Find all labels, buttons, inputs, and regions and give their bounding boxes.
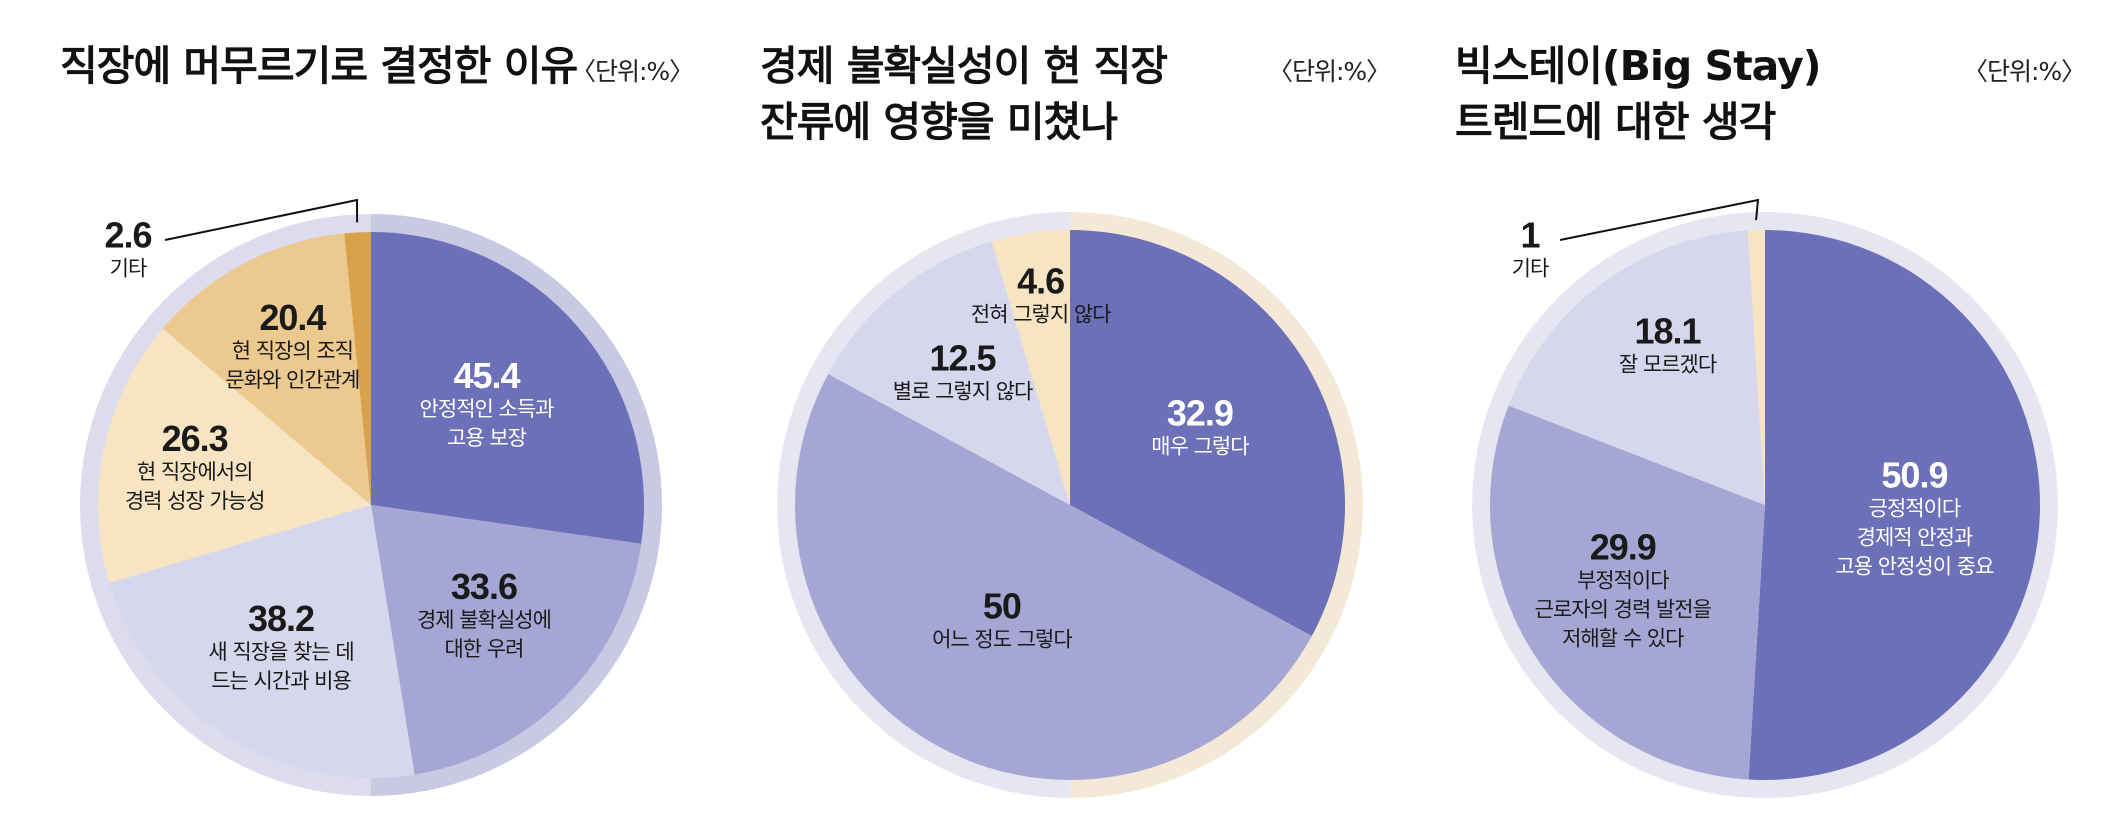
slice-label-text: 저해할 수 있다 xyxy=(1562,626,1684,651)
pie-slice xyxy=(1747,230,1765,505)
slice-value: 38.2 xyxy=(247,598,315,640)
slice-value: 50.9 xyxy=(1881,454,1948,496)
slice-label-text: 안정적인 소득과 xyxy=(419,396,555,421)
slice-label-text: 문화와 인간관계 xyxy=(225,368,360,393)
slice-label-text: 어느 정도 그렇다 xyxy=(932,627,1073,652)
slice-label-text: 경제적 안정과 xyxy=(1856,525,1974,550)
pie-slice xyxy=(371,232,644,544)
slice-label-text: 근로자의 경력 발전을 xyxy=(1534,597,1712,622)
unit-note: 〈단위:%〉 xyxy=(1268,57,1391,86)
chart-title: 직장에 머무르기로 결정한 이유 xyxy=(60,38,578,94)
chart-title-line: 경제 불확실성이 현 직장 xyxy=(760,42,1168,90)
pie-slice xyxy=(1508,230,1765,505)
chart-title-line: 빅스테이(Big Stay) xyxy=(1455,42,1822,90)
slice-value: 32.9 xyxy=(1166,392,1234,434)
chart-title-line: 직장에 머무르기로 결정한 이유 xyxy=(60,42,578,90)
pie-slice xyxy=(795,374,1312,780)
pie-chart xyxy=(1472,198,2058,798)
pie-slice xyxy=(1748,230,2040,780)
slice-value: 33.6 xyxy=(450,565,518,607)
pie-slice xyxy=(828,241,1070,506)
pie-slice xyxy=(162,233,371,505)
pie-slice xyxy=(1070,230,1345,636)
slice-label: 1 기타 xyxy=(1511,214,1550,284)
slice-label: 4.6 전혀 그렇지 않다 xyxy=(970,260,1112,329)
slice-label-text: 고용 안정성이 중요 xyxy=(1835,554,1994,579)
pie-chart xyxy=(80,198,662,796)
pie-slice xyxy=(371,505,642,775)
slice-label-text: 기타 xyxy=(1511,256,1550,281)
slice-label-text: 부정적이다 xyxy=(1576,568,1670,593)
slice-value: 4.6 xyxy=(1017,260,1065,302)
slice-value: 2.6 xyxy=(104,214,152,256)
slice-label-text: 고용 보장 xyxy=(447,425,527,450)
slice-value: 18.1 xyxy=(1634,310,1701,352)
slice-value: 12.5 xyxy=(929,337,997,379)
slice-value: 29.9 xyxy=(1589,526,1657,568)
slice-label-text: 경력 성장 가능성 xyxy=(124,489,266,514)
slice-label-text: 긍정적이다 xyxy=(1868,496,1962,521)
slice-value: 50 xyxy=(982,585,1022,627)
slice-value: 20.4 xyxy=(259,297,326,339)
chart-title-line: 잔류에 영향을 미쳤나 xyxy=(760,98,1118,146)
chart-title: 빅스테이(Big Stay) 트렌드에 대한 생각 xyxy=(1455,38,1822,150)
slice-label-text: 별로 그렇지 않다 xyxy=(892,379,1034,404)
slice-value: 45.4 xyxy=(453,354,520,396)
slice-label-text: 드는 시간과 비용 xyxy=(211,669,352,694)
slice-label-text: 잘 모르겠다 xyxy=(1618,352,1717,377)
pie-slice xyxy=(991,230,1070,505)
slice-label-text: 현 직장에서의 xyxy=(136,460,254,485)
pie-slice xyxy=(97,328,371,583)
pie-chart xyxy=(777,212,1363,798)
slice-label-text: 현 직장의 조직 xyxy=(231,339,354,364)
pie-slice xyxy=(344,232,371,505)
slice-label-text: 새 직장을 찾는 데 xyxy=(208,640,354,665)
slice-label-text: 경제 불확실성에 xyxy=(416,607,552,632)
slice-label: 18.1 잘 모르겠다 xyxy=(1618,310,1717,379)
slice-value: 26.3 xyxy=(161,418,229,460)
slice-label: 50 어느 정도 그렇다 xyxy=(932,585,1073,654)
chart-panel-2: 경제 불확실성이 현 직장 잔류에 영향을 미쳤나 〈단위:%〉 32.9 매우 … xyxy=(760,0,1460,834)
slice-label: 12.5 별로 그렇지 않다 xyxy=(892,337,1034,406)
pie-slice xyxy=(1490,405,1765,780)
leader-line xyxy=(1559,198,1760,241)
chart-panel-3: 빅스테이(Big Stay) 트렌드에 대한 생각 〈단위:%〉 50.9 긍정적… xyxy=(1455,0,2114,834)
chart-title: 경제 불확실성이 현 직장 잔류에 영향을 미쳤나 xyxy=(760,38,1168,150)
slice-label-text: 기타 xyxy=(109,256,148,281)
pie-slice xyxy=(109,505,415,779)
unit-note: 〈단위:%〉 xyxy=(571,57,694,86)
chart-title-line: 트렌드에 대한 생각 xyxy=(1455,98,1776,146)
slice-value: 1 xyxy=(1520,214,1540,256)
slice-label-text: 대한 우려 xyxy=(444,636,524,661)
slice-label-text: 전혀 그렇지 않다 xyxy=(970,302,1112,327)
slice-label: 32.9 매우 그렇다 xyxy=(1151,392,1249,461)
slice-label: 2.6 기타 xyxy=(104,214,152,284)
slice-label-text: 매우 그렇다 xyxy=(1151,434,1249,459)
leader-line xyxy=(164,198,359,241)
unit-note: 〈단위:%〉 xyxy=(1963,57,2086,86)
